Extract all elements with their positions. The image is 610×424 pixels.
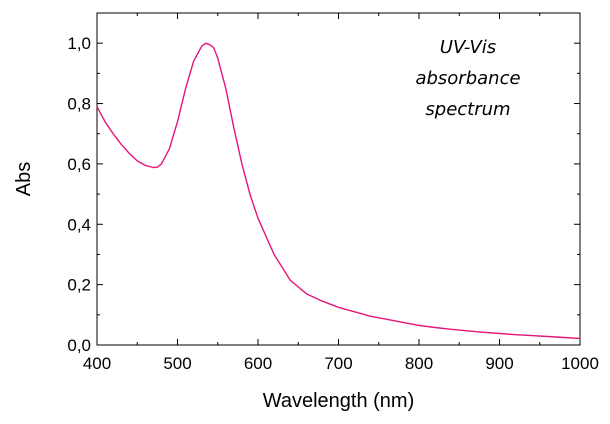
x-axis-title: Wavelength (nm) [263, 390, 415, 412]
plot-frame [96, 12, 581, 346]
y-tick-label: 0,2 [67, 276, 91, 295]
y-tick-label: 0,0 [67, 336, 91, 355]
x-tick-label: 800 [405, 354, 433, 373]
x-tick-label: 900 [485, 354, 513, 373]
x-tick-label: 400 [83, 354, 111, 373]
x-tick-label: 700 [324, 354, 352, 373]
y-tick-label: 0,6 [67, 155, 91, 174]
x-tick-label: 1000 [561, 354, 599, 373]
annotation-text: UV-Vis absorbance spectrum [415, 37, 520, 120]
annotation-line: UV-Vis [440, 37, 496, 58]
x-tick-label: 500 [163, 354, 191, 373]
x-axis-ticks: 400 500 600 700 800 900 1000 [83, 13, 599, 373]
annotation-line: spectrum [425, 99, 510, 120]
series-layer [96, 42, 581, 340]
annotation-line: absorbance [415, 68, 520, 89]
x-tick-label: 600 [244, 354, 272, 373]
y-axis-ticks: 0,0 0,2 0,4 0,6 0,8 1,0 [67, 12, 580, 355]
y-axis-title: Abs [13, 162, 35, 196]
y-tick-label: 0,8 [67, 95, 91, 114]
y-tick-label: 0,4 [67, 215, 91, 234]
spectrum-line [96, 42, 581, 340]
y-tick-label: 1,0 [67, 34, 91, 53]
